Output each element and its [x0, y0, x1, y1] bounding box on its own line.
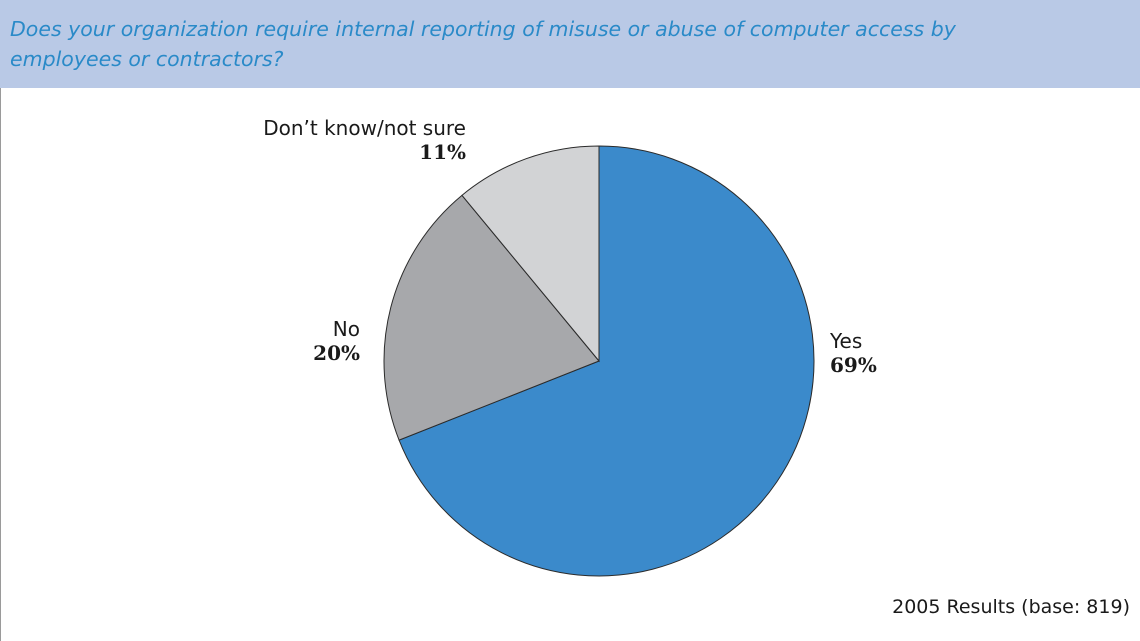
- slice-label-0: Yes: [829, 329, 862, 353]
- slice-label-1: No: [333, 317, 360, 341]
- left-border-line: [0, 88, 1, 641]
- results-footnote: 2005 Results (base: 819): [892, 596, 1130, 618]
- slice-value-2: 11%: [419, 140, 466, 164]
- pie-slice-2: [461, 145, 600, 363]
- slice-label-2: Don’t know/not sure: [263, 116, 466, 140]
- pie-slice-1: [383, 194, 600, 441]
- pie-slices: [383, 145, 815, 577]
- slice-value-0: 69%: [830, 353, 877, 377]
- slice-value-1: 20%: [313, 341, 360, 365]
- pie-slice-0: [398, 145, 815, 577]
- question-text: Does your organization require internal …: [10, 17, 956, 71]
- question-header: Does your organization require internal …: [0, 0, 1140, 88]
